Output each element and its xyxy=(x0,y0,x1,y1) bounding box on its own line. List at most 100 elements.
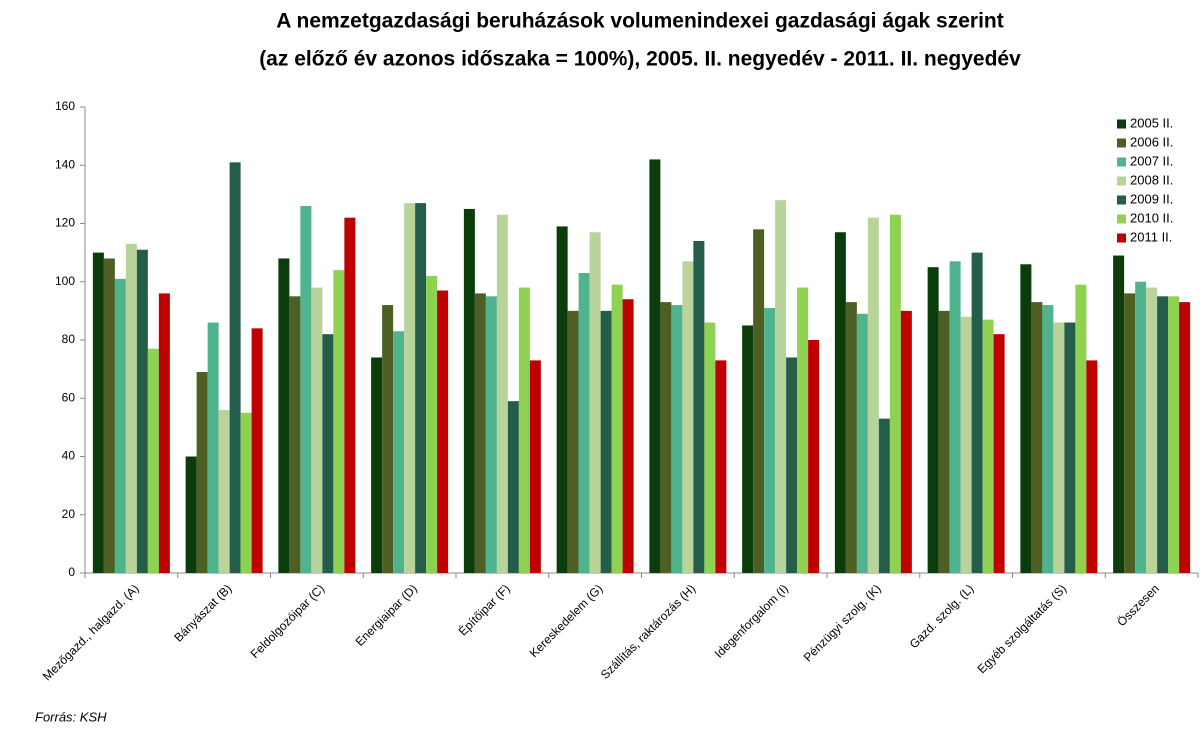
bar xyxy=(671,305,683,573)
y-tick-label: 80 xyxy=(62,332,76,346)
legend-swatch xyxy=(1117,214,1126,224)
bar xyxy=(393,331,405,573)
bar xyxy=(715,360,727,573)
bar xyxy=(556,226,568,573)
legend-swatch xyxy=(1117,195,1126,205)
bar xyxy=(196,372,208,573)
x-tick-label: Összesen xyxy=(1114,581,1162,629)
bar xyxy=(960,316,972,573)
legend-label: 2005 II. xyxy=(1130,115,1173,130)
chart-subtitle: (az előző év azonos időszaka = 100%), 20… xyxy=(259,48,1021,71)
bar xyxy=(589,232,601,574)
bar xyxy=(649,159,661,574)
bar xyxy=(333,270,345,573)
y-tick-label: 60 xyxy=(62,390,76,404)
bar xyxy=(775,200,787,573)
bar xyxy=(889,214,901,573)
legend-label: 2009 II. xyxy=(1130,191,1173,206)
bar xyxy=(1113,255,1125,573)
bar xyxy=(878,418,890,573)
y-tick-label: 120 xyxy=(55,216,75,230)
bar xyxy=(518,287,530,573)
bar xyxy=(1042,305,1054,573)
bar xyxy=(1168,296,1180,573)
bar xyxy=(218,409,230,573)
bar xyxy=(103,258,115,573)
bar xyxy=(1075,284,1087,573)
bar xyxy=(207,322,219,573)
bar xyxy=(463,208,475,573)
x-tick-label: Gazd. szolg. (L) xyxy=(907,581,977,651)
y-tick-label: 20 xyxy=(62,507,76,521)
bar xyxy=(982,319,994,573)
x-tick-label: Energiaipar (D) xyxy=(353,581,420,648)
bar xyxy=(660,302,672,573)
y-tick-label: 160 xyxy=(55,99,75,113)
bar xyxy=(971,252,983,573)
bar xyxy=(158,293,170,573)
x-tick-label: Pénzügyi szolg. (K) xyxy=(801,581,884,664)
bar xyxy=(834,232,846,574)
legend-label: 2011 II. xyxy=(1130,229,1172,244)
bar xyxy=(1053,322,1065,573)
bar xyxy=(611,284,623,573)
x-tick-label: Feldolgozóipar (C) xyxy=(248,581,328,661)
y-tick-label: 140 xyxy=(55,157,75,171)
bar xyxy=(240,412,252,573)
x-tick-label: Építőipar (F) xyxy=(455,581,513,639)
bar xyxy=(474,293,486,573)
bar xyxy=(1020,264,1032,573)
bar xyxy=(300,206,312,573)
bar xyxy=(622,299,634,573)
bar xyxy=(382,305,394,573)
bar xyxy=(344,217,356,574)
legend-label: 2008 II. xyxy=(1130,172,1173,187)
bar xyxy=(693,240,705,573)
legend-swatch xyxy=(1117,233,1126,243)
bar xyxy=(993,334,1005,573)
bar xyxy=(437,290,449,573)
bar xyxy=(185,456,197,573)
bar xyxy=(786,357,798,573)
bar xyxy=(229,162,241,573)
bar xyxy=(764,307,776,573)
bar xyxy=(1135,281,1147,573)
y-tick-label: 100 xyxy=(55,274,75,288)
legend-label: 2006 II. xyxy=(1130,134,1173,149)
bar xyxy=(415,203,427,574)
bar xyxy=(1031,302,1043,573)
y-tick-label: 0 xyxy=(68,565,75,579)
x-tick-label: Mezőgazd., halgazd. (A) xyxy=(40,581,142,683)
bar xyxy=(311,287,323,573)
x-tick-label: Kereskedelem (G) xyxy=(527,581,606,660)
bar xyxy=(485,296,497,573)
x-tick-label: Idegenforgalom (I) xyxy=(712,581,791,660)
legend-swatch xyxy=(1117,176,1126,186)
bar xyxy=(1179,302,1191,573)
bar xyxy=(938,310,950,573)
bar xyxy=(496,214,508,573)
bar xyxy=(1157,296,1169,573)
x-tick-label: Bányászat (B) xyxy=(171,581,234,644)
bar xyxy=(845,302,857,573)
bar xyxy=(578,273,590,573)
legend-swatch xyxy=(1117,157,1126,167)
bar xyxy=(856,313,868,573)
bar xyxy=(278,258,290,573)
bar xyxy=(704,322,716,573)
bar xyxy=(426,275,438,573)
legend-label: 2007 II. xyxy=(1130,153,1173,168)
bar xyxy=(753,229,765,573)
bar xyxy=(529,360,541,573)
bar xyxy=(251,328,263,573)
bar xyxy=(797,287,809,573)
bar xyxy=(867,217,879,574)
bar xyxy=(1146,287,1158,573)
source: Forrás: KSH xyxy=(35,709,107,724)
bar xyxy=(682,261,694,573)
legend-swatch xyxy=(1117,138,1126,148)
bar xyxy=(114,278,126,573)
bar xyxy=(125,243,137,573)
x-tick-label: Szállítás, raktározás (H) xyxy=(598,581,698,681)
